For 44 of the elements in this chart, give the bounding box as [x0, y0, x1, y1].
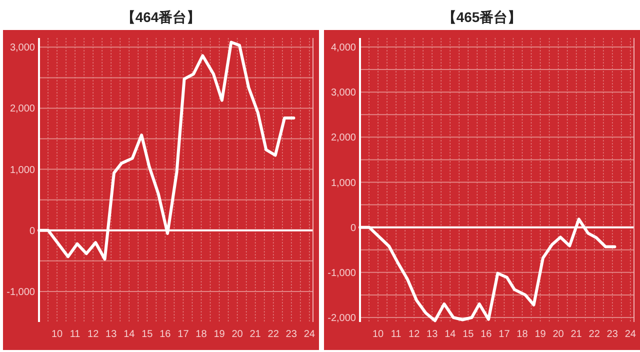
x-tick-label: 22	[588, 329, 600, 340]
x-tick-label: 18	[516, 329, 528, 340]
x-tick-label: 18	[196, 329, 208, 340]
y-tick-label: 4,000	[330, 42, 356, 54]
x-tick-label: 17	[178, 329, 190, 340]
x-tick-label: 10	[51, 329, 64, 340]
x-tick-label: 22	[268, 329, 280, 340]
x-tick-label: 11	[70, 329, 81, 340]
x-tick-label: 21	[250, 329, 262, 340]
x-tick-label: 16	[480, 329, 492, 340]
x-tick-label: 12	[88, 329, 100, 340]
y-tick-label: 1,000	[330, 178, 356, 189]
y-tick-label: -1,000	[328, 268, 356, 279]
y-tick-label: 3,000	[330, 88, 356, 99]
x-tick-label: 19	[214, 329, 226, 340]
x-tick-label: 14	[124, 329, 136, 340]
x-tick-label: 24	[624, 329, 636, 340]
chart-title: 【465番台】	[442, 9, 522, 25]
x-tick-label: 20	[232, 329, 244, 340]
x-tick-label: 21	[570, 329, 582, 340]
y-tick-label: 0	[29, 226, 36, 237]
x-tick-label: 12	[408, 329, 420, 340]
x-tick-label: 14	[444, 329, 456, 340]
y-tick-label: 0	[350, 222, 356, 234]
x-tick-label: 11	[390, 329, 402, 340]
x-tick-label: 13	[426, 329, 438, 340]
x-tick-label: 20	[552, 329, 564, 340]
x-tick-label: 23	[606, 329, 618, 340]
x-tick-label: 13	[106, 329, 118, 340]
y-tick-label: 1,000	[10, 164, 36, 176]
x-tick-label: 19	[534, 329, 546, 340]
y-tick-label: 3,000	[10, 42, 36, 54]
y-tick-label: 2,000	[10, 104, 36, 115]
x-tick-label: 16	[160, 329, 172, 340]
x-tick-label: 23	[286, 329, 298, 340]
chart-title: 【464番台】	[121, 9, 201, 25]
x-tick-label: 24	[304, 329, 316, 340]
y-tick-label: 2,000	[330, 132, 356, 144]
x-tick-label: 15	[462, 329, 474, 340]
x-tick-label: 17	[498, 329, 510, 340]
y-tick-label: -1,000	[6, 286, 36, 298]
y-tick-label: -2,000	[328, 312, 356, 324]
x-tick-label: 15	[142, 329, 154, 340]
x-tick-label: 10	[372, 329, 384, 340]
